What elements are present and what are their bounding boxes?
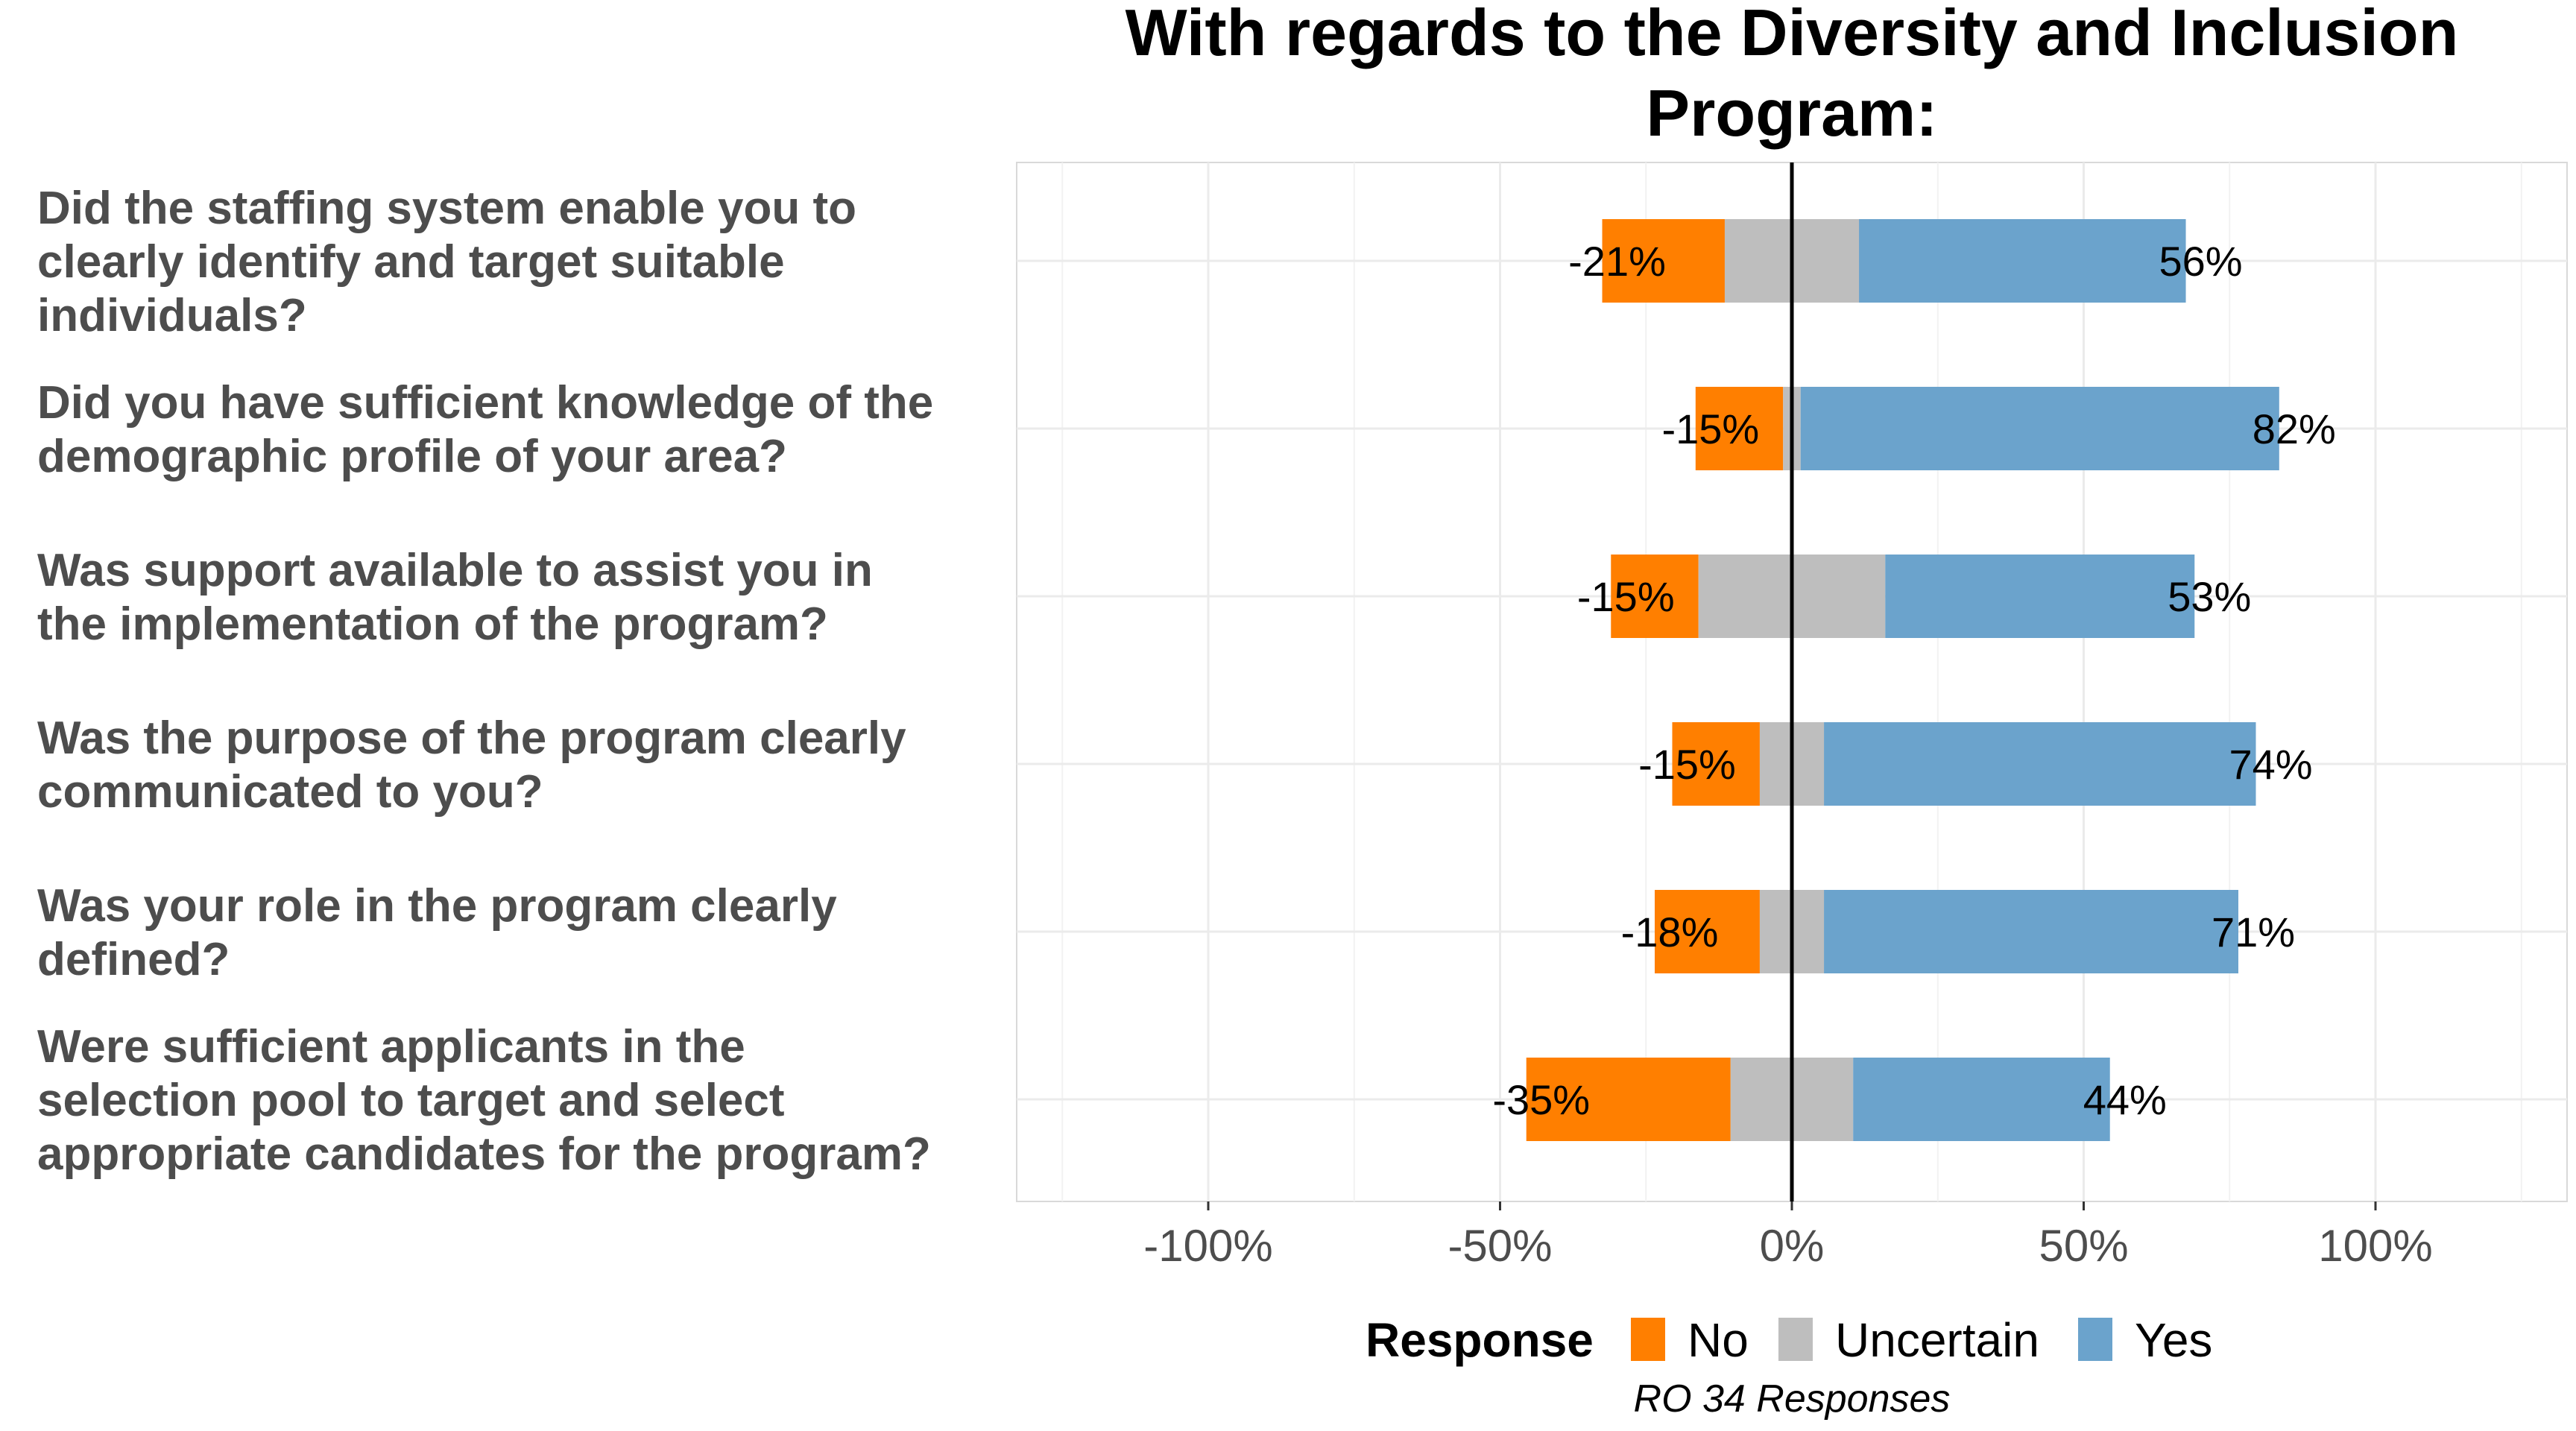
chart-caption: RO 34 Responses [1634,1377,1951,1421]
bar-no [1602,219,1725,303]
bar-no [1695,387,1784,470]
chart-title: With regards to the Diversity and Inclus… [1126,0,2459,69]
bar-yes [1885,555,2195,638]
bar-yes [1800,387,2279,470]
data-label-no: -15% [1661,405,1759,452]
bar-no [1672,722,1760,806]
bar-no [1526,1058,1731,1141]
x-tick-label: -50% [1448,1221,1552,1271]
bar-yes [1824,722,2256,806]
data-label-no: -21% [1568,238,1666,285]
chart-title-line2: Program: [1646,76,1937,150]
data-labels: -21% 56% -15% 82% -15% 53% -15% 74% -18% 71% -35% 4… [1492,238,2335,1123]
bar-no [1611,555,1699,638]
data-label-no: -15% [1638,741,1736,788]
bars [1526,219,2279,1141]
question-label: Did you have sufficient knowledge of the… [37,377,933,482]
data-label-yes: 71% [2212,909,2295,955]
bar-yes [1824,890,2238,973]
question-label: Was support available to assist you in th… [37,545,873,650]
x-tick-label: 100% [2318,1221,2432,1271]
bar-no [1654,890,1760,973]
bar-yes [1853,1058,2110,1141]
data-label-no: -18% [1621,909,1719,955]
data-label-yes: 44% [2083,1076,2167,1123]
x-tick-label: 0% [1760,1221,1825,1271]
data-label-no: -35% [1492,1076,1590,1123]
legend-label-no: No [1688,1313,1749,1367]
data-label-no: -15% [1577,573,1675,620]
x-tick-label: -100% [1143,1221,1272,1271]
data-label-yes: 74% [2229,741,2312,788]
question-label: Was your role in the program clearly defi… [37,880,837,985]
data-label-yes: 56% [2159,238,2242,285]
bar-yes [1859,219,2186,303]
question-label: Were sufficient applicants in the selecti… [37,1021,931,1180]
question-label: Did the staffing system enable you to cle… [37,183,856,341]
data-label-yes: 53% [2168,573,2251,620]
legend-swatch-uncertain [1778,1318,1813,1361]
legend-swatch-no [1631,1318,1665,1361]
legend-label-uncertain: Uncertain [1835,1313,2039,1367]
data-label-yes: 82% [2253,405,2336,452]
legend-label-yes: Yes [2135,1313,2212,1367]
question-labels: Did the staffing system enable you to cle… [37,183,933,1180]
question-label: Was the purpose of the program clearly co… [37,713,906,818]
legend-title: Response [1366,1313,1594,1367]
x-axis-ticks: -100% -50% 0% 50% 100% [1143,1201,2433,1271]
legend-swatch-yes [2078,1318,2112,1361]
legend: Response No Uncertain Yes [1366,1313,2212,1367]
x-tick-label: 50% [2039,1221,2128,1271]
